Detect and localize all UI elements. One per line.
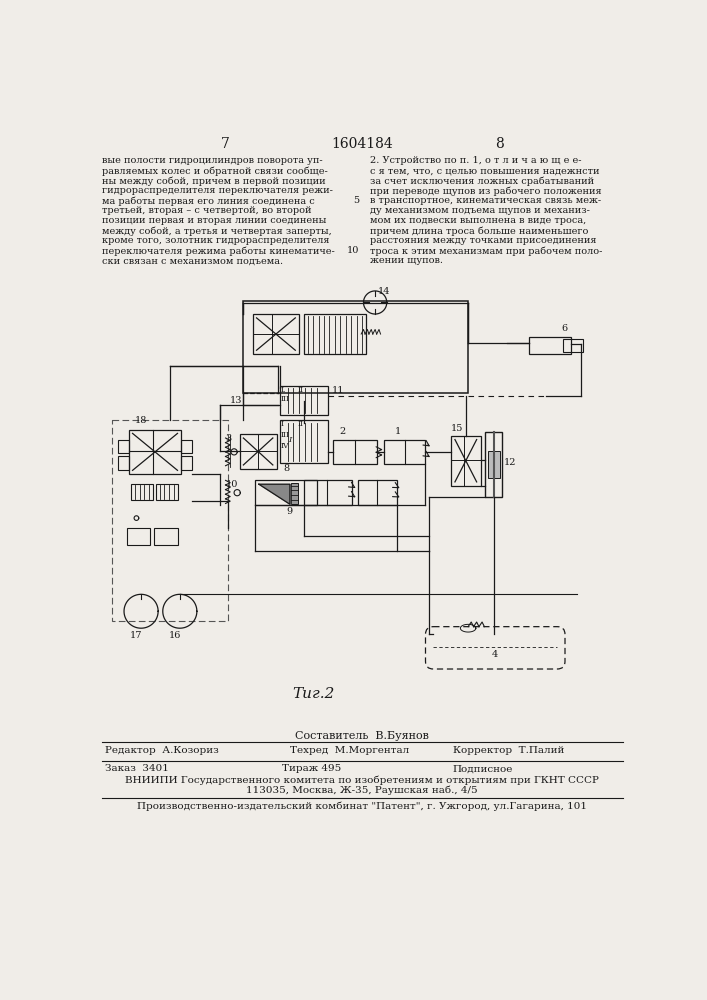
Bar (182, 456, 192, 470)
Text: Составитель  В.Буянов: Составитель В.Буянов (295, 731, 429, 741)
Bar (255, 480, 317, 505)
Bar (563, 339, 583, 352)
Text: позиции первая и вторая линии соединены: позиции первая и вторая линии соединены (103, 216, 327, 225)
Text: I: I (288, 436, 291, 444)
Bar (252, 314, 299, 354)
Text: 113035, Москва, Ж-35, Раушская наб., 4/5: 113035, Москва, Ж-35, Раушская наб., 4/5 (246, 785, 478, 795)
Text: 10: 10 (226, 480, 238, 489)
Text: Заказ  3401: Заказ 3401 (105, 764, 169, 773)
Text: 10: 10 (346, 246, 359, 255)
Bar (129, 430, 182, 474)
Polygon shape (259, 484, 290, 504)
Text: равляемых колес и обратной связи сообще-: равляемых колес и обратной связи сообще- (103, 166, 328, 176)
Text: Тираж 495: Тираж 495 (282, 764, 341, 773)
Bar (529, 337, 571, 354)
Text: 6: 6 (561, 324, 567, 333)
Text: гидрораспределителя переключателя режи-: гидрораспределителя переключателя режи- (103, 186, 333, 195)
Text: Редактор  А.Козориз: Редактор А.Козориз (105, 746, 219, 755)
Bar (118, 456, 129, 470)
Text: 13: 13 (229, 396, 242, 405)
Text: 1604184: 1604184 (331, 137, 393, 151)
Text: ны между собой, причем в первой позиции: ны между собой, причем в первой позиции (103, 176, 326, 186)
Bar (358, 480, 397, 505)
Bar (131, 484, 153, 500)
Text: вые полости гидроцилиндров поворота уп-: вые полости гидроцилиндров поворота уп- (103, 156, 323, 165)
Text: 18: 18 (135, 416, 147, 425)
Text: III: III (281, 431, 290, 439)
Text: жении щупов.: жении щупов. (370, 256, 443, 265)
Text: I: I (281, 420, 284, 428)
Text: троса к этим механизмам при рабочем поло-: троса к этим механизмам при рабочем поло… (370, 246, 602, 256)
Text: 11: 11 (332, 386, 344, 395)
Bar (485, 432, 502, 497)
Bar (243, 301, 468, 393)
Text: ВНИИПИ Государственного комитета по изобретениям и открытиям при ГКНТ СССР: ВНИИПИ Государственного комитета по изоб… (125, 775, 599, 785)
Bar (291, 483, 298, 504)
Bar (154, 528, 177, 545)
Text: между собой, а третья и четвертая заперты,: между собой, а третья и четвертая заперт… (103, 226, 332, 236)
Text: с я тем, что, с целью повышения надежнсти: с я тем, что, с целью повышения надежнст… (370, 166, 600, 175)
Text: 12: 12 (504, 458, 516, 467)
Text: I.: I. (281, 386, 286, 394)
Text: расстояния между точками присоединения: расстояния между точками присоединения (370, 236, 596, 245)
Bar (488, 451, 500, 478)
Text: Техред  М.Моргентал: Техред М.Моргентал (290, 746, 409, 755)
Text: III: III (281, 395, 290, 403)
Text: 16: 16 (169, 631, 182, 640)
Text: ма работы первая его линия соединена с: ма работы первая его линия соединена с (103, 196, 315, 206)
Bar (304, 480, 352, 505)
Text: за счет исключения ложных срабатываний: за счет исключения ложных срабатываний (370, 176, 594, 186)
Text: 14: 14 (378, 287, 391, 296)
Text: 5: 5 (354, 196, 360, 205)
Bar (127, 528, 151, 545)
Text: 7: 7 (221, 137, 230, 151)
Bar (182, 440, 192, 453)
Bar (451, 436, 481, 486)
Bar (280, 420, 328, 463)
Text: в транспортное, кинематическая связь меж-: в транспортное, кинематическая связь меж… (370, 196, 601, 205)
Text: причем длина троса больше наименьшего: причем длина троса больше наименьшего (370, 226, 588, 236)
Bar (156, 484, 177, 500)
Text: ски связан с механизмом подъема.: ски связан с механизмом подъема. (103, 256, 284, 265)
Text: кроме того, золотник гидрораспределителя: кроме того, золотник гидрораспределителя (103, 236, 330, 245)
Text: IV: IV (281, 442, 289, 450)
Bar (332, 440, 378, 464)
Text: 8: 8 (495, 137, 503, 151)
Text: переключателя режима работы кинематиче-: переключателя режима работы кинематиче- (103, 246, 335, 256)
Text: ду механизмом подъема щупов и механиз-: ду механизмом подъема щупов и механиз- (370, 206, 590, 215)
Text: мом их подвески выполнена в виде троса,: мом их подвески выполнена в виде троса, (370, 216, 586, 225)
Text: 1: 1 (395, 427, 402, 436)
Bar (304, 314, 366, 354)
Text: Подписное: Подписное (452, 764, 513, 773)
Text: Τиг.2: Τиг.2 (292, 687, 334, 701)
Bar (240, 434, 276, 469)
Text: 3: 3 (226, 434, 232, 443)
Bar (280, 386, 328, 415)
Bar (112, 420, 228, 620)
Bar (118, 440, 129, 453)
Text: 17: 17 (130, 631, 143, 640)
Text: третьей, вторая – с четвертой, во второй: третьей, вторая – с четвертой, во второй (103, 206, 312, 215)
Text: 4: 4 (492, 650, 498, 659)
Text: 2: 2 (339, 427, 346, 436)
Text: 15: 15 (451, 424, 464, 433)
Text: при переводе щупов из рабочего положения: при переводе щупов из рабочего положения (370, 186, 602, 196)
Bar (385, 440, 425, 464)
Text: 2. Устройство по п. 1, о т л и ч а ю щ е е-: 2. Устройство по п. 1, о т л и ч а ю щ е… (370, 156, 581, 165)
Text: Корректор  Т.Палий: Корректор Т.Палий (452, 746, 564, 755)
Text: 9: 9 (287, 507, 293, 516)
Text: 8: 8 (284, 464, 290, 473)
Text: Производственно-издательский комбинат "Патент", г. Ужгород, ул.Гагарина, 101: Производственно-издательский комбинат "П… (137, 801, 587, 811)
Text: II: II (298, 386, 303, 394)
Text: II: II (298, 420, 303, 428)
